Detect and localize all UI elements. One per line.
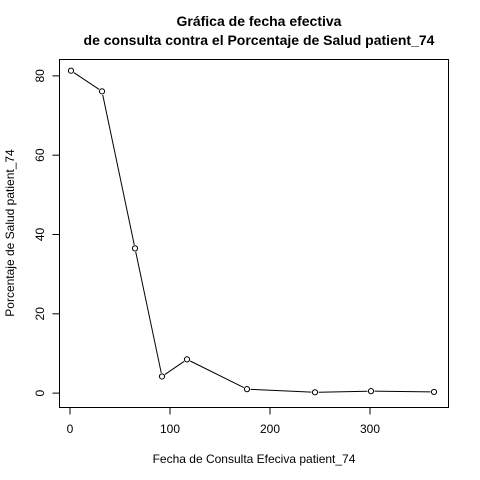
data-point xyxy=(430,388,438,396)
chart-title-line1: Gráfica de fecha efectiva xyxy=(177,13,342,29)
y-tick-label: 20 xyxy=(33,307,47,321)
x-tick-label: 300 xyxy=(360,422,380,436)
series-line-segment xyxy=(135,251,162,374)
x-tick-label: 200 xyxy=(260,422,280,436)
y-axis: 0 20 40 60 80 xyxy=(33,69,60,396)
series-line-segment xyxy=(250,388,312,393)
data-point xyxy=(367,388,375,395)
data-point xyxy=(183,356,191,363)
data-point xyxy=(311,389,319,396)
x-axis: 0 100 200 300 xyxy=(67,407,380,436)
data-point xyxy=(158,373,166,380)
y-tick-label: 80 xyxy=(33,69,47,83)
chart-title-line2: de consulta contra el Porcentaje de Salu… xyxy=(84,32,435,48)
series-line-segment xyxy=(190,360,244,389)
data-point xyxy=(131,245,139,252)
plot-frame xyxy=(59,59,449,408)
series-line-segment xyxy=(102,94,135,245)
y-tick-label: 60 xyxy=(33,148,47,162)
y-tick-label: 0 xyxy=(33,389,47,396)
y-axis-label: Porcentaje de Salud patient_74 xyxy=(3,149,17,317)
series-line-segment xyxy=(374,390,431,393)
data-point xyxy=(98,88,106,95)
series-line-segment xyxy=(164,361,185,375)
x-axis-label: Fecha de Consulta Efeciva patient_74 xyxy=(153,452,356,466)
data-point xyxy=(243,386,251,393)
series-patient-74 xyxy=(67,67,438,396)
x-tick-label: 100 xyxy=(160,422,180,436)
x-tick-label: 0 xyxy=(67,422,74,436)
data-point xyxy=(67,67,75,74)
y-tick-label: 40 xyxy=(33,227,47,241)
series-line-segment xyxy=(318,390,368,393)
series-line-segment xyxy=(73,72,100,90)
